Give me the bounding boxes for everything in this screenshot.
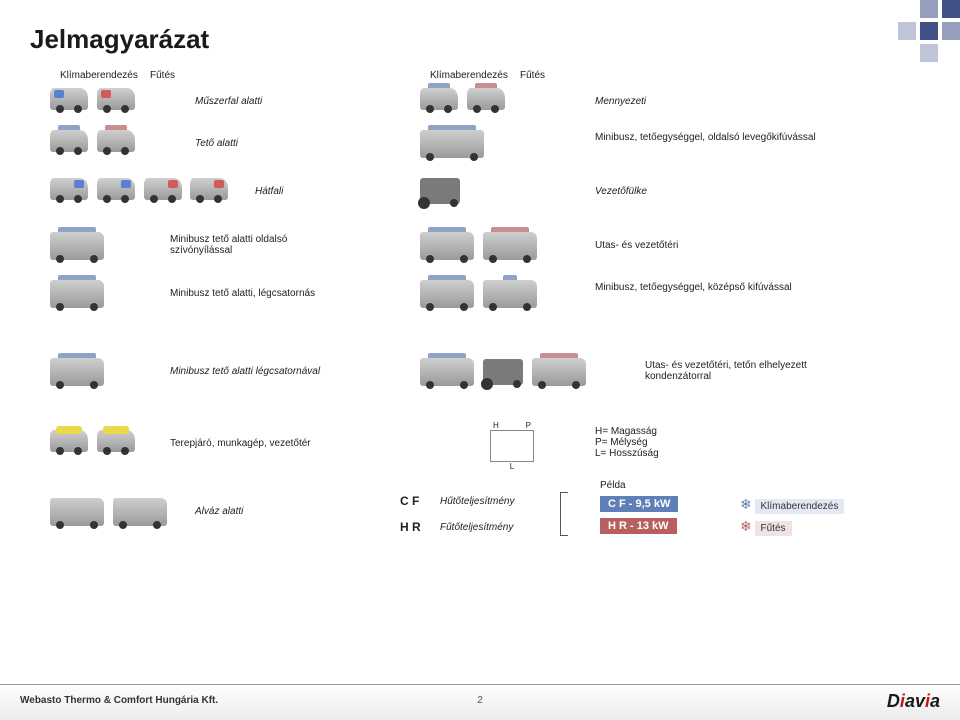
vehicle-icon xyxy=(97,130,135,152)
label: Minibusz tető alatti, légcsatornás xyxy=(170,288,315,299)
page-title: Jelmagyarázat xyxy=(30,24,209,55)
vehicle-icon xyxy=(144,178,182,200)
hdr-ht-left: Fűtés xyxy=(150,70,175,81)
cf-example: C F - 9,5 kW xyxy=(600,496,678,512)
vehicle-icon xyxy=(190,178,228,200)
footer-page-number: 2 xyxy=(477,695,483,706)
dim-legend: H= Magasság P= Mélység L= Hosszúság xyxy=(595,426,755,459)
vehicle-icon xyxy=(50,430,88,452)
vehicle-icon xyxy=(50,130,88,152)
vehicle-icon xyxy=(97,430,135,452)
vehicle-icon xyxy=(97,88,135,110)
label: Hátfali xyxy=(255,186,283,197)
footer: Webasto Thermo & Comfort Hungária Kft. 2… xyxy=(0,684,960,720)
label: Utas- és vezetőtéri, tetőn elhelyezett k… xyxy=(645,360,807,382)
vehicle-icon xyxy=(483,232,537,260)
label: Mennyezeti xyxy=(595,96,646,107)
vehicle-icon xyxy=(50,280,104,308)
dimension-diagram: H P L xyxy=(490,430,534,462)
footer-logo: Diavia xyxy=(887,691,940,712)
hr-symbol: H R xyxy=(400,520,421,534)
dim-l: L xyxy=(510,462,514,471)
vehicle-icon xyxy=(420,280,474,308)
badge-ac: Klímaberendezés xyxy=(755,499,845,514)
footer-company: Webasto Thermo & Comfort Hungária Kft. xyxy=(20,695,218,706)
label: Műszerfal alatti xyxy=(195,96,262,107)
label: Utas- és vezetőtéri xyxy=(595,240,678,251)
cf-symbol: C F xyxy=(400,494,419,508)
label: Tető alatti xyxy=(195,138,238,149)
dim-p: P xyxy=(526,421,531,430)
example-title: Példa xyxy=(600,480,626,491)
snowflake-icon: ❄ xyxy=(740,496,752,512)
corner-decoration xyxy=(840,0,960,80)
hdr-ac-left: Klímaberendezés xyxy=(60,70,138,81)
hr-example: H R - 13 kW xyxy=(600,518,677,534)
vehicle-icon xyxy=(97,178,135,200)
vehicle-icon xyxy=(483,280,537,308)
vehicle-icon xyxy=(420,358,474,386)
vehicle-icon xyxy=(113,498,167,526)
vehicle-icon xyxy=(467,88,505,110)
label: Minibusz, tetőegységgel, középső kifúvás… xyxy=(595,282,792,293)
label: Minibusz tető alatti oldalsó szívónyílás… xyxy=(170,234,287,256)
vehicle-icon xyxy=(50,232,104,260)
label: Alváz alatti xyxy=(195,506,243,517)
dim-h: H xyxy=(493,421,499,430)
vehicle-icon xyxy=(50,498,104,526)
vehicle-icon xyxy=(420,178,460,204)
vehicle-icon xyxy=(420,232,474,260)
cf-label: Hűtőteljesítmény xyxy=(440,496,514,507)
label: Minibusz, tetőegységgel, oldalsó levegők… xyxy=(595,132,816,143)
badge-ht: Fűtés xyxy=(755,521,792,536)
hr-label: Fűtőteljesítmény xyxy=(440,522,513,533)
vehicle-icon xyxy=(50,178,88,200)
vehicle-icon xyxy=(532,358,586,386)
label: Minibusz tető alatti légcsatornával xyxy=(170,366,320,377)
vehicle-icon xyxy=(420,130,484,158)
label: Vezetőfülke xyxy=(595,186,647,197)
hdr-ac-right: Klímaberendezés xyxy=(430,70,508,81)
hdr-ht-right: Fűtés xyxy=(520,70,545,81)
label: Terepjáró, munkagép, vezetőtér xyxy=(170,438,311,449)
heat-icon: ❄ xyxy=(740,518,752,534)
vehicle-icon xyxy=(50,88,88,110)
vehicle-icon xyxy=(483,359,523,385)
vehicle-icon xyxy=(50,358,104,386)
bracket xyxy=(560,492,568,536)
vehicle-icon xyxy=(420,88,458,110)
